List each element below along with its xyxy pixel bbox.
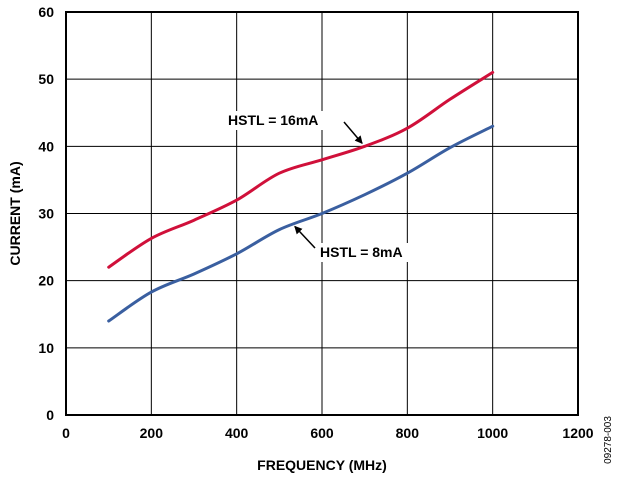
annotation-label: HSTL = 16mA — [228, 112, 318, 128]
x-tick-label: 800 — [396, 425, 420, 441]
plot-frame — [65, 11, 579, 416]
y-tick-label: 10 — [38, 340, 54, 356]
series-line-hstl-8ma — [107, 124, 495, 323]
figure-id: 09278-003 — [603, 416, 614, 464]
annotation-arrow — [343, 121, 363, 145]
y-tick-label: 30 — [38, 206, 54, 222]
y-tick-label: 0 — [46, 407, 54, 423]
y-tick-labels: 0 10 20 30 40 50 60 — [38, 4, 54, 423]
annotation-background — [317, 243, 421, 262]
annotations: HSTL = 16mA HSTL = 8mA — [225, 111, 421, 262]
x-tick-label: 600 — [310, 425, 334, 441]
x-tick-label: 400 — [225, 425, 249, 441]
x-tick-label: 0 — [62, 425, 70, 441]
x-tick-labels: 0 200 400 600 800 1000 1200 — [62, 425, 594, 441]
x-tick-label: 200 — [140, 425, 164, 441]
y-tick-label: 20 — [38, 273, 54, 289]
series-line-hstl-16ma — [107, 70, 495, 269]
y-axis-title: CURRENT (mA) — [7, 161, 23, 265]
annotation-label: HSTL = 8mA — [320, 244, 403, 260]
x-axis-title: FREQUENCY (MHz) — [257, 457, 387, 473]
y-tick-label: 50 — [38, 71, 54, 87]
annotation-arrow — [294, 225, 316, 249]
annotation-background — [225, 111, 337, 130]
x-tick-label: 1200 — [562, 425, 593, 441]
y-tick-label: 60 — [38, 4, 54, 20]
series-layer — [107, 70, 495, 323]
x-tick-label: 1000 — [477, 425, 508, 441]
y-tick-label: 40 — [38, 138, 54, 154]
